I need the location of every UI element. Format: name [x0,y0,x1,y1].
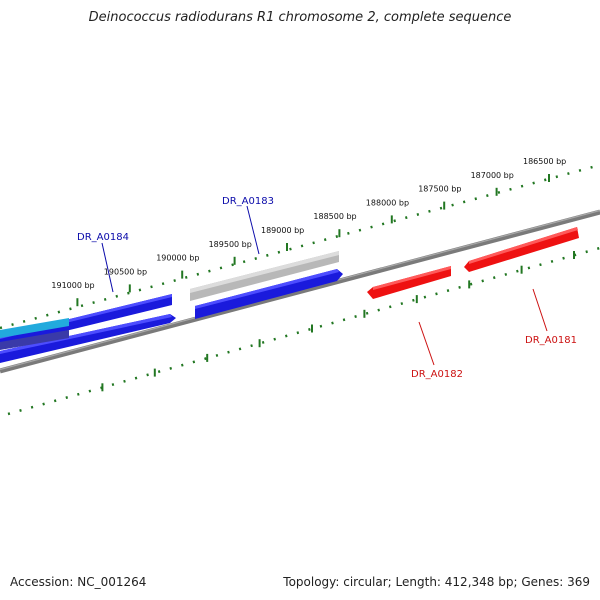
gene-label-dr-a0183[interactable]: DR_A0183 [222,196,274,207]
leader-line-dr-a0182 [418,321,435,366]
tick-label: 188000 bp [366,198,409,207]
leader-line-dr-a0181 [532,288,548,332]
gene-label-dr-a0184[interactable]: DR_A0184 [77,232,129,243]
gene-feature-shine [195,269,339,309]
tick-label: 188500 bp [313,212,356,221]
gene-feature-shine [469,227,578,264]
tick-label: 190000 bp [156,254,199,263]
tick-label: 191000 bp [51,281,94,290]
gene-feature-shine [0,314,172,354]
gene-dr-a0183[interactable] [190,251,343,319]
leader-line-dr-a0184 [101,242,114,293]
tick-label: 186500 bp [523,157,566,166]
tick-label: 190500 bp [104,267,147,276]
tick-label: 189000 bp [261,226,304,235]
tick-label: 187000 bp [471,171,514,180]
tick-label: 187500 bp [418,185,461,194]
major-ticks: 186500 bp 187000 bp 187500 bp 188000 bp 1885… [51,157,575,392]
gene-dr-a0182[interactable] [367,266,451,299]
leader-line-dr-a0183 [246,205,260,255]
gene-label-dr-a0182[interactable]: DR_A0182 [411,369,463,380]
gene-feature [0,314,176,363]
gene-highlight[interactable] [0,318,69,350]
gene-feature-shine [373,266,451,290]
gene-feature [0,330,69,350]
sequence-summary: Topology: circular; Length: 412,348 bp; … [283,575,590,589]
forward-tick-ruler [0,163,600,330]
pseudo-gene-feature-shine [190,251,339,293]
chromosome-backbone [0,209,600,374]
tick-label: 189500 bp [209,240,252,249]
accession-label: Accession: NC_001264 [10,575,147,589]
gene-dr-a0181[interactable] [464,227,579,272]
gene-feature [0,318,69,338]
gene-dr-a0184[interactable] [0,294,176,363]
gene-feature [195,269,343,319]
gene-label-dr-a0181[interactable]: DR_A0181 [525,335,577,346]
map-title: Deinococcus radiodurans R1 chromosome 2,… [88,10,512,25]
